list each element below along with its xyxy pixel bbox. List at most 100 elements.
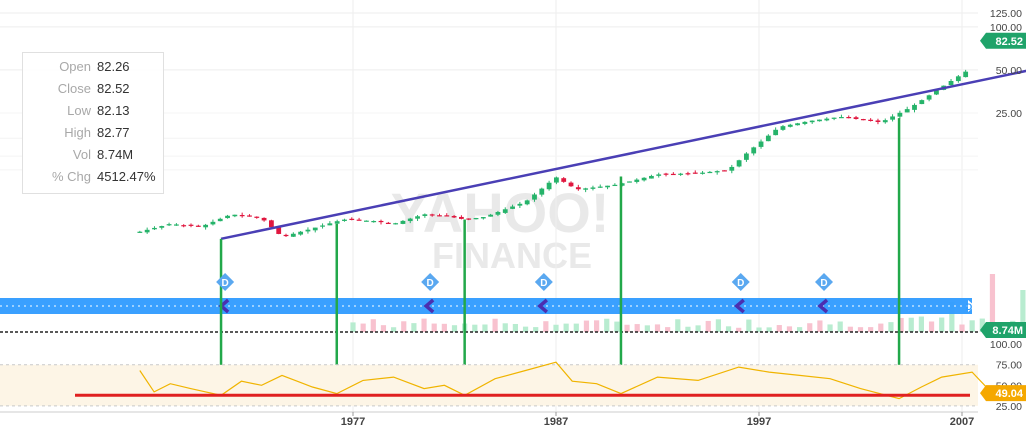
axes: 19771987199720072017125.00100.0050.0025.… bbox=[0, 8, 1022, 428]
info-value: 8.74M bbox=[97, 147, 134, 162]
event-band[interactable] bbox=[0, 298, 975, 314]
candle-up bbox=[839, 117, 844, 119]
volume-bar bbox=[1020, 290, 1026, 332]
candle-down bbox=[254, 216, 260, 218]
candle-up bbox=[393, 223, 399, 225]
y-tick-label: 100.00 bbox=[990, 22, 1022, 34]
candle-up bbox=[948, 81, 954, 86]
dividend-marker-label: D bbox=[820, 278, 827, 289]
candle-up bbox=[904, 109, 910, 113]
volume-bar bbox=[837, 321, 843, 332]
candle-up bbox=[656, 174, 662, 176]
volume-bar bbox=[827, 324, 833, 332]
candle-up bbox=[327, 223, 333, 226]
volume-bar bbox=[431, 323, 437, 332]
volume-bar bbox=[391, 327, 397, 332]
candle-down bbox=[378, 220, 384, 223]
info-label: High bbox=[64, 125, 91, 140]
volume-bar bbox=[817, 320, 823, 332]
volume-bar bbox=[451, 325, 458, 332]
info-value: 82.26 bbox=[97, 59, 130, 74]
candle-up bbox=[634, 179, 640, 182]
info-row-close: Close 82.52 bbox=[23, 81, 163, 101]
candle-up bbox=[232, 214, 238, 217]
dividend-marker-label: D bbox=[222, 278, 229, 289]
candle-up bbox=[831, 117, 837, 119]
dividend-marker-shape bbox=[534, 273, 553, 291]
info-row-low: Low 82.13 bbox=[23, 103, 163, 123]
candle-down bbox=[466, 218, 472, 220]
candle-up bbox=[780, 126, 786, 130]
dividend-marker[interactable]: D bbox=[731, 273, 750, 291]
oscillator-band bbox=[0, 364, 978, 406]
dividend-marker-label: D bbox=[540, 278, 547, 289]
x-tick-label: 2007 bbox=[950, 416, 974, 428]
last-price-badge-label: 82.52 bbox=[995, 36, 1023, 48]
volume-bar bbox=[979, 318, 985, 332]
last-oscillator-badge-shape bbox=[980, 385, 1026, 402]
candle-down bbox=[670, 173, 676, 176]
x-tick-label: 1977 bbox=[341, 416, 365, 428]
info-row-pct-change: % Chg 4512.47% bbox=[23, 169, 163, 189]
volume-bar bbox=[594, 320, 600, 332]
osc-y-tick-label: 75.00 bbox=[996, 360, 1022, 372]
candle-down bbox=[722, 170, 727, 172]
dividend-marker-label: D bbox=[737, 278, 744, 289]
volume-bar bbox=[959, 324, 965, 332]
candle-up bbox=[649, 175, 654, 179]
event-band-end bbox=[968, 300, 975, 312]
volume-bar bbox=[401, 321, 407, 332]
volume-bar bbox=[624, 324, 630, 332]
candle-up bbox=[729, 166, 735, 171]
candle-up bbox=[415, 216, 420, 219]
info-row-open: Open 82.26 bbox=[23, 59, 163, 79]
y-tick-label: 125.00 bbox=[990, 8, 1022, 20]
volume-bar bbox=[898, 317, 904, 332]
volume-bar bbox=[512, 323, 518, 332]
candle-down bbox=[261, 217, 267, 221]
candle-down bbox=[685, 173, 691, 175]
candle-up bbox=[144, 229, 150, 233]
candle-down bbox=[195, 225, 201, 227]
event-chevron bbox=[817, 298, 829, 314]
candle-up bbox=[934, 90, 939, 95]
volume-bar bbox=[908, 317, 914, 332]
candle-up bbox=[919, 100, 925, 105]
info-row-high: High 82.77 bbox=[23, 125, 163, 145]
volume-bar bbox=[756, 327, 762, 332]
volume-bar bbox=[807, 323, 813, 332]
candle-up bbox=[290, 233, 296, 237]
dividend-marker[interactable]: D bbox=[814, 273, 833, 291]
dividend-marker[interactable]: D bbox=[534, 273, 553, 291]
candle-up bbox=[583, 188, 589, 190]
dividend-marker[interactable]: D bbox=[216, 273, 235, 291]
candle-down bbox=[853, 117, 859, 119]
candle-up bbox=[159, 226, 165, 228]
volume-bar bbox=[421, 318, 427, 332]
dividend-marker[interactable]: D bbox=[421, 273, 440, 291]
event-chevron bbox=[537, 298, 548, 314]
candle-up bbox=[532, 194, 537, 200]
candle-up bbox=[480, 217, 486, 219]
candle-up bbox=[320, 225, 325, 227]
candle-up bbox=[744, 153, 749, 160]
volume-bar bbox=[492, 318, 498, 332]
y-tick-label: 25.00 bbox=[996, 108, 1022, 120]
candle-up bbox=[641, 177, 647, 181]
volume-bar bbox=[370, 319, 376, 332]
volume-bar bbox=[614, 321, 620, 332]
volume-bar bbox=[533, 327, 539, 332]
last-oscillator-badge: 49.04 bbox=[980, 385, 1026, 402]
candle-up bbox=[817, 119, 822, 122]
candle-up bbox=[787, 124, 793, 127]
x-tick-label: 1987 bbox=[544, 416, 568, 428]
candle-down bbox=[283, 234, 289, 237]
candle-up bbox=[152, 227, 157, 230]
info-value: 82.13 bbox=[97, 103, 130, 118]
candle-up bbox=[795, 123, 800, 126]
dividend-markers[interactable]: D D D D D D bbox=[216, 273, 973, 312]
volume-bar bbox=[583, 320, 590, 332]
candle-up bbox=[714, 171, 720, 173]
